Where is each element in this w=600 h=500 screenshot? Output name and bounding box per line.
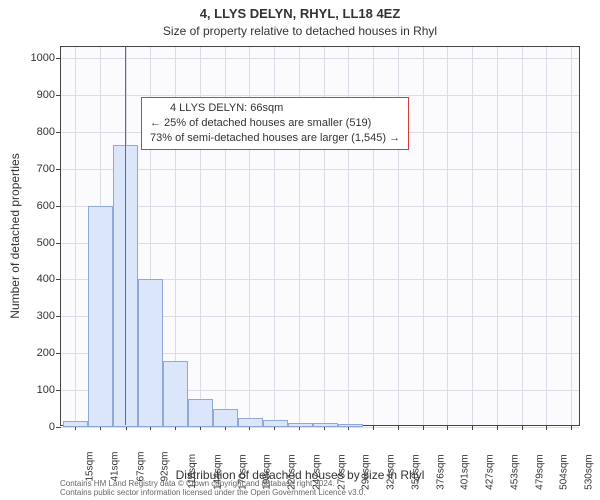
- gridline-vertical: [546, 47, 547, 425]
- y-tick-mark: [56, 95, 61, 96]
- histogram-bar: [88, 206, 113, 427]
- y-tick-mark: [56, 132, 61, 133]
- y-tick-mark: [56, 316, 61, 317]
- histogram-bar: [288, 423, 313, 427]
- y-tick-mark: [56, 279, 61, 280]
- y-tick-label: 900: [37, 89, 55, 101]
- y-tick-label: 500: [37, 237, 55, 249]
- annotation-line-3: 73% of semi-detached houses are larger (…: [150, 131, 400, 146]
- y-tick-mark: [56, 353, 61, 354]
- y-tick-mark: [56, 427, 61, 428]
- gridline-horizontal: [61, 58, 579, 59]
- gridline-vertical: [497, 47, 498, 425]
- gridline-horizontal: [61, 206, 579, 207]
- y-tick-label: 200: [37, 347, 55, 359]
- histogram-bar: [163, 361, 188, 427]
- y-tick-label: 300: [37, 310, 55, 322]
- x-tick-mark: [423, 425, 424, 430]
- y-tick-label: 800: [37, 126, 55, 138]
- histogram-bar: [338, 424, 363, 427]
- x-tick-mark: [373, 425, 374, 430]
- gridline-vertical: [571, 47, 572, 425]
- gridline-horizontal: [61, 243, 579, 244]
- y-tick-label: 0: [49, 421, 55, 433]
- x-tick-mark: [522, 425, 523, 430]
- x-tick-mark: [398, 425, 399, 430]
- y-tick-mark: [56, 243, 61, 244]
- annotation-line-2: ← 25% of detached houses are smaller (51…: [150, 116, 400, 131]
- y-tick-label: 1000: [31, 52, 55, 64]
- histogram-bar: [63, 421, 88, 427]
- gridline-horizontal: [61, 169, 579, 170]
- histogram-bar: [238, 418, 263, 427]
- footer-line-2: Contains public sector information licen…: [60, 489, 366, 498]
- y-tick-label: 700: [37, 163, 55, 175]
- gridline-horizontal: [61, 95, 579, 96]
- histogram-bar: [188, 399, 213, 427]
- property-marker-line: [125, 47, 127, 425]
- y-tick-mark: [56, 169, 61, 170]
- plot-area: 0100200300400500600700800900100015sqm41s…: [60, 46, 580, 426]
- y-tick-mark: [56, 206, 61, 207]
- y-tick-mark: [56, 390, 61, 391]
- y-tick-label: 600: [37, 200, 55, 212]
- histogram-bar: [263, 420, 288, 427]
- gridline-vertical: [447, 47, 448, 425]
- gridline-vertical: [75, 47, 76, 425]
- y-tick-label: 100: [37, 384, 55, 396]
- annotation-line-1: 4 LLYS DELYN: 66sqm: [150, 101, 400, 116]
- x-tick-mark: [447, 425, 448, 430]
- chart-title-line2: Size of property relative to detached ho…: [0, 24, 600, 38]
- annotation-box: 4 LLYS DELYN: 66sqm ← 25% of detached ho…: [141, 97, 409, 150]
- histogram-bar: [213, 409, 238, 427]
- chart-container: 4, LLYS DELYN, RHYL, LL18 4EZ Size of pr…: [0, 0, 600, 500]
- histogram-bar: [313, 423, 338, 427]
- gridline-vertical: [472, 47, 473, 425]
- chart-title-line1: 4, LLYS DELYN, RHYL, LL18 4EZ: [0, 6, 600, 21]
- histogram-bar: [138, 279, 163, 427]
- footer-attribution: Contains HM Land Registry data © Crown c…: [60, 480, 366, 498]
- x-tick-mark: [472, 425, 473, 430]
- y-axis-title: Number of detached properties: [8, 153, 22, 318]
- x-tick-mark: [571, 425, 572, 430]
- x-tick-mark: [497, 425, 498, 430]
- x-tick-mark: [546, 425, 547, 430]
- y-tick-label: 400: [37, 273, 55, 285]
- gridline-vertical: [522, 47, 523, 425]
- gridline-vertical: [423, 47, 424, 425]
- gridline-horizontal: [61, 427, 579, 428]
- y-tick-mark: [56, 58, 61, 59]
